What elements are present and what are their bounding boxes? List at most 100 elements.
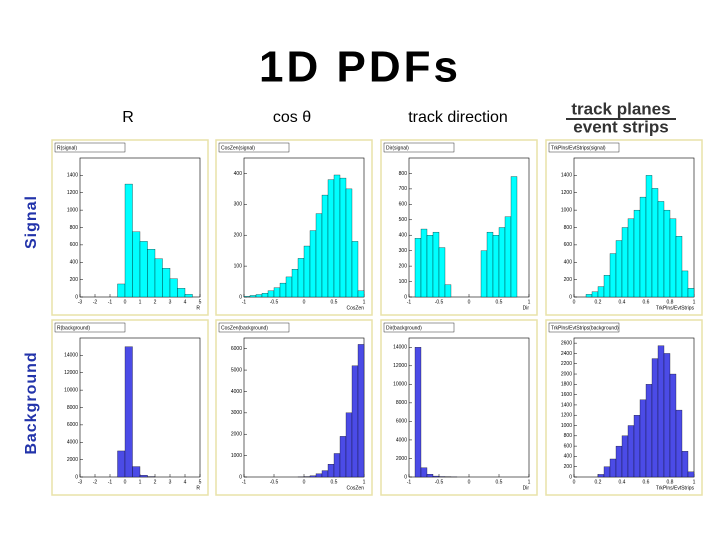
histogram-bar	[322, 471, 328, 477]
x-tick-label: 1	[139, 479, 142, 485]
histogram-bar	[658, 201, 664, 297]
histogram-bar	[427, 235, 433, 297]
column-header: R	[122, 109, 134, 126]
histogram-bar	[682, 451, 688, 477]
x-axis-label: CosZen	[346, 485, 364, 491]
histogram-bar	[358, 344, 364, 477]
column-header: cos θ	[273, 109, 311, 126]
x-tick-label: -3	[78, 479, 83, 485]
histogram-bar	[439, 248, 445, 297]
histogram-bar	[505, 217, 511, 297]
histogram-bar	[610, 459, 616, 477]
y-tick-label: 700	[399, 186, 408, 192]
y-tick-label: 500	[399, 217, 408, 223]
histogram-bar	[322, 195, 328, 297]
histogram-bar	[310, 231, 316, 297]
histogram-bar	[487, 232, 493, 297]
histogram-bar	[634, 415, 640, 477]
histogram-bar	[499, 228, 505, 298]
y-tick-label: 1000	[561, 423, 572, 429]
x-tick-label: 3	[169, 479, 172, 485]
x-tick-label: 0	[303, 299, 306, 305]
histogram-bar	[604, 467, 610, 477]
x-tick-label: 4	[184, 479, 187, 485]
histogram-bar	[622, 436, 628, 477]
x-tick-label: 2	[154, 479, 157, 485]
histogram-bar	[185, 294, 193, 297]
y-tick-label: 2400	[561, 351, 572, 357]
histogram-bar	[433, 476, 439, 477]
y-tick-label: 400	[564, 454, 573, 460]
y-tick-label: 400	[399, 233, 408, 239]
histogram-bar	[415, 238, 421, 297]
x-tick-label: -1	[407, 479, 412, 485]
x-tick-label: 1	[139, 299, 142, 305]
y-tick-label: 2000	[396, 456, 407, 462]
histogram-bar	[133, 232, 141, 297]
histogram-bar	[616, 446, 622, 477]
chart-title: TrkPlns/EvtStrips(background)	[551, 325, 619, 331]
y-tick-label: 2000	[67, 457, 78, 463]
x-tick-label: 2	[154, 299, 157, 305]
histogram-bar	[634, 210, 640, 297]
histogram-bar	[670, 374, 676, 477]
histogram-bar	[125, 184, 133, 297]
chart-title: TrkPlns/EvtStrips(signal)	[551, 145, 606, 151]
histogram-bar	[280, 283, 286, 297]
y-tick-label: 12000	[393, 363, 407, 369]
y-tick-label: 4000	[396, 437, 407, 443]
y-tick-label: 6000	[231, 346, 242, 352]
y-tick-label: 2000	[231, 432, 242, 438]
y-tick-label: 8000	[396, 400, 407, 406]
y-tick-label: 200	[564, 277, 573, 283]
histogram-bar	[427, 474, 433, 477]
histogram-bar	[658, 346, 664, 477]
x-tick-label: 0.2	[595, 299, 602, 305]
x-tick-label: 4	[184, 299, 187, 305]
y-tick-label: 10000	[393, 382, 407, 388]
y-tick-label: 400	[564, 260, 573, 266]
y-tick-label: 2000	[561, 371, 572, 377]
x-tick-label: 0.4	[619, 299, 626, 305]
histogram-bar	[316, 474, 322, 477]
x-tick-label: 0	[468, 479, 471, 485]
histogram-bar	[415, 347, 421, 477]
histogram-bar	[140, 241, 148, 297]
y-tick-label: 1400	[561, 402, 572, 408]
y-tick-label: 6000	[67, 422, 78, 428]
y-tick-label: 800	[70, 225, 79, 231]
y-tick-label: 100	[399, 279, 408, 285]
y-tick-label: 1000	[67, 207, 78, 213]
y-tick-label: 200	[234, 233, 243, 239]
x-tick-label: 0	[303, 479, 306, 485]
histogram-bar	[421, 468, 427, 477]
histogram-bar	[304, 246, 310, 297]
y-tick-label: 600	[564, 443, 573, 449]
x-tick-label: 0.6	[643, 479, 650, 485]
y-tick-label: 2200	[561, 361, 572, 367]
histogram-bar	[682, 271, 688, 297]
slide-title: 1D PDFs	[259, 43, 461, 92]
y-tick-label: 6000	[396, 419, 407, 425]
x-tick-label: -0.5	[435, 299, 444, 305]
y-tick-label: 200	[399, 263, 408, 269]
histogram-bar	[676, 410, 682, 477]
y-tick-label: 1400	[67, 173, 78, 179]
histogram-bar	[334, 175, 340, 297]
histogram-bar	[340, 178, 346, 297]
chart-title: CosZen(background)	[221, 325, 268, 331]
histogram-bar	[328, 464, 334, 477]
x-tick-label: -0.5	[270, 479, 279, 485]
y-tick-label: 10000	[64, 387, 78, 393]
x-tick-label: -2	[93, 479, 98, 485]
histogram-bar	[511, 177, 517, 297]
y-tick-label: 300	[399, 248, 408, 254]
histogram-bar	[646, 175, 652, 297]
histogram-bar	[676, 236, 682, 297]
histogram-bar	[598, 474, 604, 477]
histogram-bar	[334, 453, 340, 477]
histogram-bar	[352, 366, 358, 477]
y-tick-label: 200	[564, 464, 573, 470]
histogram-bar	[622, 228, 628, 298]
